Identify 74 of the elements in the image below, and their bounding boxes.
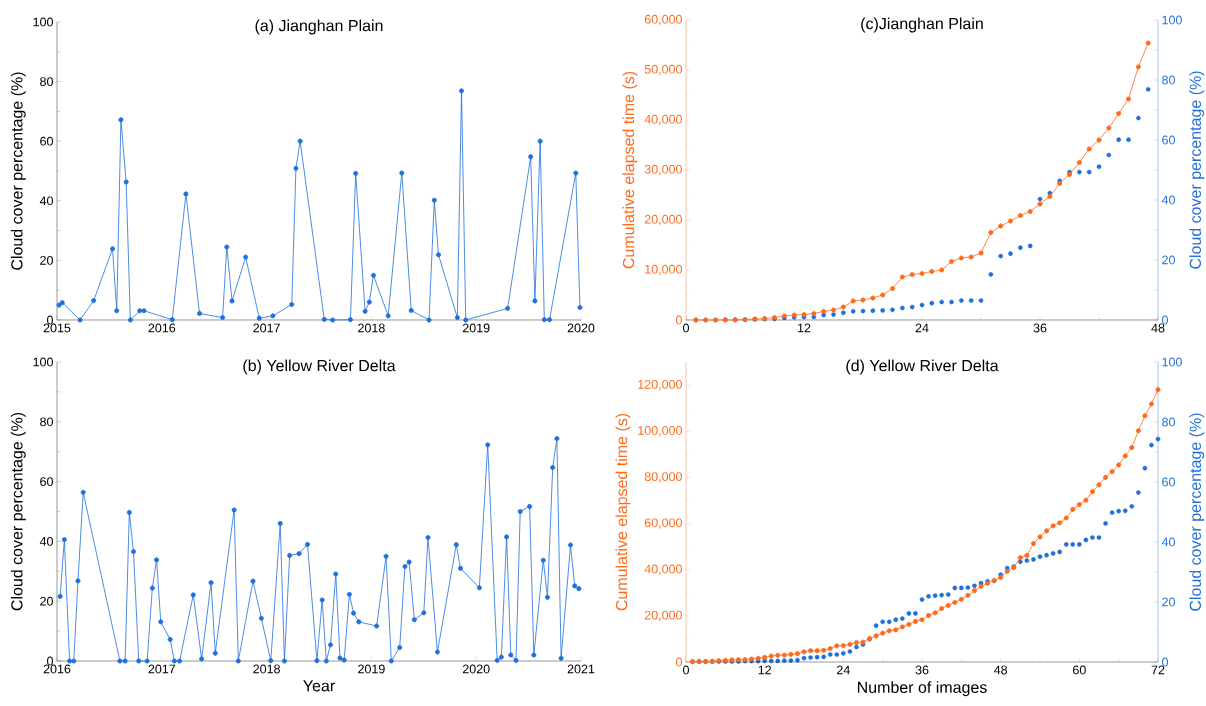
y-tick-label: 60,000 bbox=[644, 518, 682, 529]
x-tick-label: 2021 bbox=[567, 664, 595, 674]
y-tick-label: 0 bbox=[47, 656, 53, 666]
x-tick-label: 24 bbox=[915, 323, 929, 333]
y2-tick-label: 60 bbox=[1162, 135, 1175, 145]
x-tick-label: 2020 bbox=[462, 664, 490, 674]
y-tick-label: 60 bbox=[40, 477, 53, 487]
chart-title: (b) Yellow River Delta bbox=[243, 359, 396, 375]
y-tick-label: 80 bbox=[40, 417, 53, 427]
y2-tick-label: 40 bbox=[1161, 195, 1175, 205]
chart-title: (c)Jianghan Plain bbox=[861, 17, 983, 33]
y2-tick-label: 40 bbox=[1161, 537, 1175, 547]
y-tick-label: 0 bbox=[47, 315, 53, 325]
x-tick-label: 2017 bbox=[148, 664, 176, 674]
y2-tick-label: 100 bbox=[1162, 357, 1182, 367]
y-tick-label: 20 bbox=[40, 596, 53, 606]
y-tick-label: 120,000 bbox=[638, 379, 682, 391]
y2-axis-title: Cloud cover percentage (%) bbox=[1189, 413, 1205, 611]
x-tick-label: 24 bbox=[837, 665, 850, 675]
y-tick-label: 30,000 bbox=[644, 164, 682, 176]
y2-tick-label: 20 bbox=[1162, 255, 1175, 265]
x-tick-label: 0 bbox=[683, 323, 689, 333]
y-axis-title: Cumulative elapsed time (s) bbox=[615, 413, 631, 611]
x-tick-label: 2015 bbox=[43, 323, 71, 333]
y-tick-label: 40,000 bbox=[644, 564, 682, 575]
y-tick-label: 80 bbox=[40, 77, 53, 87]
x-tick-label: 48 bbox=[994, 665, 1008, 675]
chart-title: (a) Jianghan Plain bbox=[255, 19, 383, 35]
y-tick-label: 40 bbox=[39, 536, 53, 546]
y-axis-title: Cloud cover percentage (%) bbox=[10, 72, 26, 270]
x-tick-label: 36 bbox=[1033, 323, 1047, 333]
x-tick-label: 2016 bbox=[148, 323, 176, 333]
y-tick-label: 50,000 bbox=[644, 64, 682, 76]
y-tick-label: 100,000 bbox=[638, 426, 682, 437]
x-tick-label: 72 bbox=[1151, 665, 1165, 675]
y-tick-label: 40 bbox=[39, 196, 53, 206]
y-tick-label: 100 bbox=[33, 357, 53, 367]
y-axis-title: Cloud cover percentage (%) bbox=[10, 412, 26, 611]
x-tick-label: 2019 bbox=[358, 664, 385, 674]
y-tick-label: 0 bbox=[676, 657, 682, 667]
y-tick-label: 80,000 bbox=[644, 472, 682, 483]
x-axis-title: Number of images bbox=[857, 681, 987, 697]
x-tick-label: 48 bbox=[1151, 323, 1165, 333]
y2-tick-label: 60 bbox=[1162, 477, 1175, 487]
x-tick-label: 2017 bbox=[253, 323, 280, 333]
x-tick-label: 2018 bbox=[358, 323, 385, 333]
x-tick-label: 12 bbox=[798, 323, 811, 333]
y2-tick-label: 20 bbox=[1162, 597, 1175, 607]
x-tick-label: 60 bbox=[1073, 665, 1086, 675]
y2-tick-label: 80 bbox=[1162, 75, 1175, 85]
chart-title: (d) Yellow River Delta bbox=[846, 359, 999, 375]
y2-tick-label: 80 bbox=[1162, 417, 1175, 427]
x-tick-label: 2019 bbox=[462, 323, 490, 333]
y-tick-label: 100 bbox=[33, 17, 53, 27]
y-tick-label: 40,000 bbox=[644, 114, 682, 126]
x-axis-title: Year bbox=[303, 680, 335, 692]
y-axis-title: Cumulative elapsed time (s) bbox=[622, 71, 638, 269]
y2-axis-title: Cloud cover percentage (%) bbox=[1189, 71, 1205, 269]
y-tick-label: 60 bbox=[40, 136, 53, 146]
y-tick-label: 10,000 bbox=[645, 264, 682, 276]
y2-tick-label: 100 bbox=[1162, 15, 1182, 25]
y-tick-label: 60,000 bbox=[644, 14, 682, 26]
x-tick-label: 2018 bbox=[253, 664, 280, 674]
x-tick-label: 2016 bbox=[43, 664, 71, 674]
x-tick-label: 0 bbox=[683, 665, 689, 675]
x-tick-label: 2020 bbox=[567, 323, 595, 333]
x-tick-label: 12 bbox=[758, 665, 771, 675]
y-tick-label: 20,000 bbox=[644, 610, 682, 622]
x-tick-label: 36 bbox=[915, 665, 929, 675]
y2-tick-label: 0 bbox=[1162, 657, 1169, 667]
y-tick-label: 20 bbox=[40, 255, 53, 265]
y-tick-label: 0 bbox=[676, 315, 682, 325]
y-tick-label: 20,000 bbox=[644, 214, 682, 226]
y2-tick-label: 0 bbox=[1162, 315, 1169, 325]
